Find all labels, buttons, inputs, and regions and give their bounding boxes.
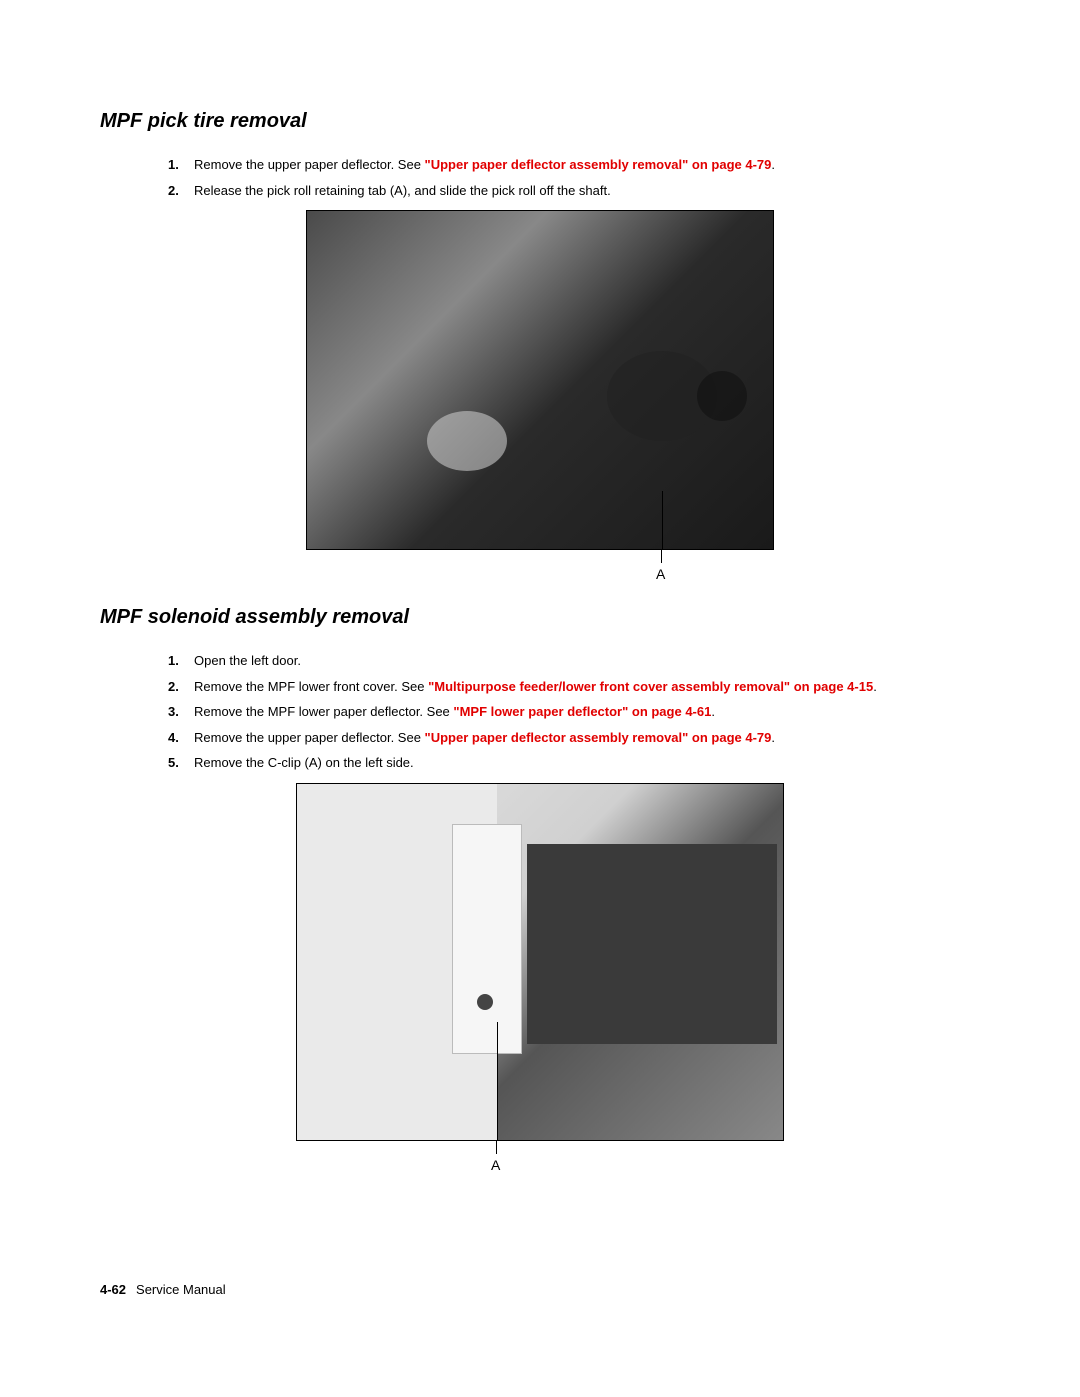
page-number: 4-62: [100, 1282, 126, 1297]
step-number: 5.: [168, 753, 188, 773]
section2-steps: 1. Open the left door. 2. Remove the MPF…: [100, 651, 980, 773]
manual-page: MPF pick tire removal 1. Remove the uppe…: [0, 0, 1080, 1171]
step: 3. Remove the MPF lower paper deflector.…: [168, 702, 980, 722]
figure-1: A: [100, 210, 980, 580]
page-footer: 4-62 Service Manual: [100, 1282, 226, 1297]
step-number: 1.: [168, 155, 188, 175]
section1-heading: MPF pick tire removal: [100, 110, 980, 133]
figure-2: A: [100, 783, 980, 1171]
step-number: 1.: [168, 651, 188, 671]
step-text: Remove the MPF lower front cover. See "M…: [194, 677, 980, 697]
step: 2. Remove the MPF lower front cover. See…: [168, 677, 980, 697]
cross-reference-link[interactable]: "MPF lower paper deflector" on page 4-61: [453, 704, 711, 719]
step-number: 2.: [168, 677, 188, 697]
photo-pick-tire: [306, 210, 774, 550]
step-text: Remove the upper paper deflector. See "U…: [194, 728, 980, 748]
step-number: 2.: [168, 181, 188, 201]
callout-label-a: A: [491, 1157, 500, 1173]
photo-solenoid: [296, 783, 784, 1141]
step: 5. Remove the C-clip (A) on the left sid…: [168, 753, 980, 773]
step: 4. Remove the upper paper deflector. See…: [168, 728, 980, 748]
step: 2. Release the pick roll retaining tab (…: [168, 181, 980, 201]
cross-reference-link[interactable]: "Multipurpose feeder/lower front cover a…: [428, 679, 873, 694]
cross-reference-link[interactable]: "Upper paper deflector assembly removal"…: [425, 157, 772, 172]
step-text: Open the left door.: [194, 651, 980, 671]
doc-title: Service Manual: [136, 1282, 226, 1297]
step: 1. Remove the upper paper deflector. See…: [168, 155, 980, 175]
step: 1. Open the left door.: [168, 651, 980, 671]
cross-reference-link[interactable]: "Upper paper deflector assembly removal"…: [425, 730, 772, 745]
section2-heading: MPF solenoid assembly removal: [100, 606, 980, 629]
step-number: 3.: [168, 702, 188, 722]
step-text: Remove the MPF lower paper deflector. Se…: [194, 702, 980, 722]
section1-steps: 1. Remove the upper paper deflector. See…: [100, 155, 980, 200]
step-text: Remove the C-clip (A) on the left side.: [194, 753, 980, 773]
step-number: 4.: [168, 728, 188, 748]
step-text: Remove the upper paper deflector. See "U…: [194, 155, 980, 175]
callout-label-a: A: [656, 566, 665, 582]
step-text: Release the pick roll retaining tab (A),…: [194, 181, 980, 201]
